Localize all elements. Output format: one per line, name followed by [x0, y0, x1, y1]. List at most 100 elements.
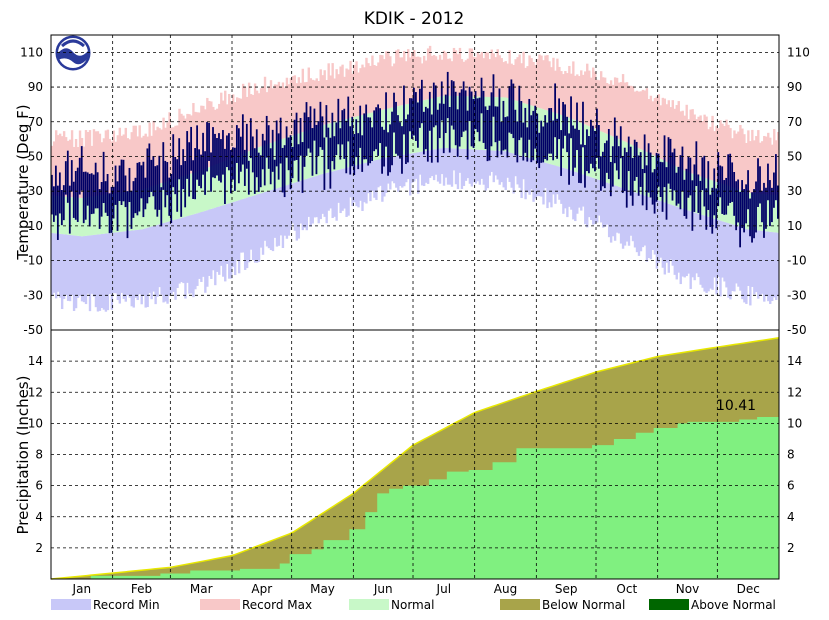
record-max-bar [353, 64, 356, 118]
record-max-bar [777, 131, 780, 196]
observed-temp-bar [387, 132, 389, 176]
record-max-bar [389, 56, 392, 109]
record-max-bar [275, 84, 279, 141]
record-min-bar [84, 235, 88, 305]
observed-temp-bar [775, 154, 777, 201]
record-min-bar [409, 153, 412, 196]
record-min-bar [460, 148, 464, 189]
normal-bar [64, 196, 68, 235]
observed-temp-bar [200, 154, 202, 189]
observed-temp-bar [243, 149, 246, 186]
observed-temp-bar [460, 89, 463, 138]
normal-bar [206, 167, 209, 211]
record-min-bar [725, 222, 728, 288]
observed-temp-bar [130, 190, 133, 229]
observed-temp-bar [432, 82, 435, 128]
record-min-bar [255, 194, 259, 263]
record-max-bar [733, 130, 736, 189]
observed-temp-bar [166, 162, 169, 196]
record-max-bar [204, 109, 207, 169]
record-min-bar [613, 185, 617, 241]
record-min-bar [82, 236, 86, 303]
record-min-bar [98, 234, 102, 311]
record-min-bar [524, 156, 527, 200]
normal-bar [58, 196, 62, 234]
observed-temp-bar [271, 129, 274, 172]
observed-temp-bar [134, 177, 137, 214]
record-min-bar [444, 147, 448, 178]
observed-temp-bar [84, 171, 87, 220]
observed-temp-bar [508, 86, 511, 133]
observed-temp-bar [526, 127, 529, 162]
record-min-bar [156, 224, 159, 297]
observed-temp-bar [418, 88, 421, 128]
observed-temp-bar [500, 121, 503, 155]
record-min-bar [235, 200, 239, 260]
record-min-bar [140, 229, 143, 305]
observed-temp-bar [140, 165, 143, 199]
observed-temp-bar [285, 126, 288, 158]
observed-temp-bar [102, 151, 105, 204]
observed-temp-bar [601, 151, 604, 187]
observed-temp-bar [446, 71, 449, 119]
record-max-bar [625, 82, 629, 143]
observed-temp-bar [122, 159, 125, 202]
observed-temp-bar [538, 132, 541, 169]
observed-temp-bar [403, 85, 405, 135]
record-max-bar [138, 125, 141, 190]
normal-bar [66, 196, 70, 235]
record-min-bar [377, 159, 380, 188]
observed-temp-bar [237, 128, 240, 184]
observed-temp-bar [92, 174, 95, 214]
record-max-bar [657, 94, 661, 159]
observed-temp-bar [317, 121, 320, 157]
record-max-bar [476, 52, 480, 97]
observed-temp-bar [277, 133, 280, 180]
observed-temp-bar [753, 189, 755, 239]
record-min-bar [395, 155, 398, 188]
observed-temp-bar [233, 147, 236, 191]
observed-temp-bar [375, 107, 378, 150]
record-min-bar [245, 197, 249, 269]
observed-temp-bar [691, 180, 694, 231]
record-min-bar [415, 152, 418, 179]
observed-temp-bar [365, 104, 368, 160]
record-min-bar [693, 212, 696, 281]
observed-temp-bar [568, 133, 570, 185]
record-max-bar [279, 87, 283, 140]
observed-temp-bar [283, 145, 286, 198]
record-max-bar [134, 125, 137, 191]
record-min-bar [454, 148, 458, 185]
normal-bar [186, 174, 189, 217]
observed-temp-bar [381, 126, 383, 174]
record-min-bar [214, 207, 217, 286]
normal-bar [558, 114, 561, 167]
record-max-bar [371, 55, 374, 113]
observed-temp-bar [307, 117, 310, 149]
observed-temp-bar [607, 128, 610, 180]
observed-temp-bar [707, 161, 710, 210]
normal-bar [140, 189, 143, 230]
record-min-bar [148, 227, 151, 293]
record-max-bar [574, 75, 577, 121]
record-min-bar [323, 173, 326, 217]
observed-temp-bar [613, 117, 616, 164]
record-min-bar [466, 149, 470, 179]
record-max-bar [484, 51, 488, 97]
observed-temp-bar [112, 186, 115, 219]
observed-temp-bar [120, 159, 123, 205]
record-min-bar [691, 211, 694, 278]
normal-bar [773, 195, 776, 233]
record-min-bar [653, 199, 657, 255]
observed-temp-bar [299, 117, 302, 156]
record-min-bar [162, 222, 165, 303]
grid [51, 35, 779, 579]
record-max-bar [393, 63, 396, 108]
precipitation-tick-right: 14 [787, 354, 802, 368]
record-max-bar [530, 58, 533, 106]
normal-bar [599, 131, 603, 181]
record-min-bar [331, 171, 334, 218]
observed-temp-bar [438, 103, 441, 139]
observed-temp-bar [494, 106, 497, 143]
observed-temp-bar [349, 126, 352, 175]
